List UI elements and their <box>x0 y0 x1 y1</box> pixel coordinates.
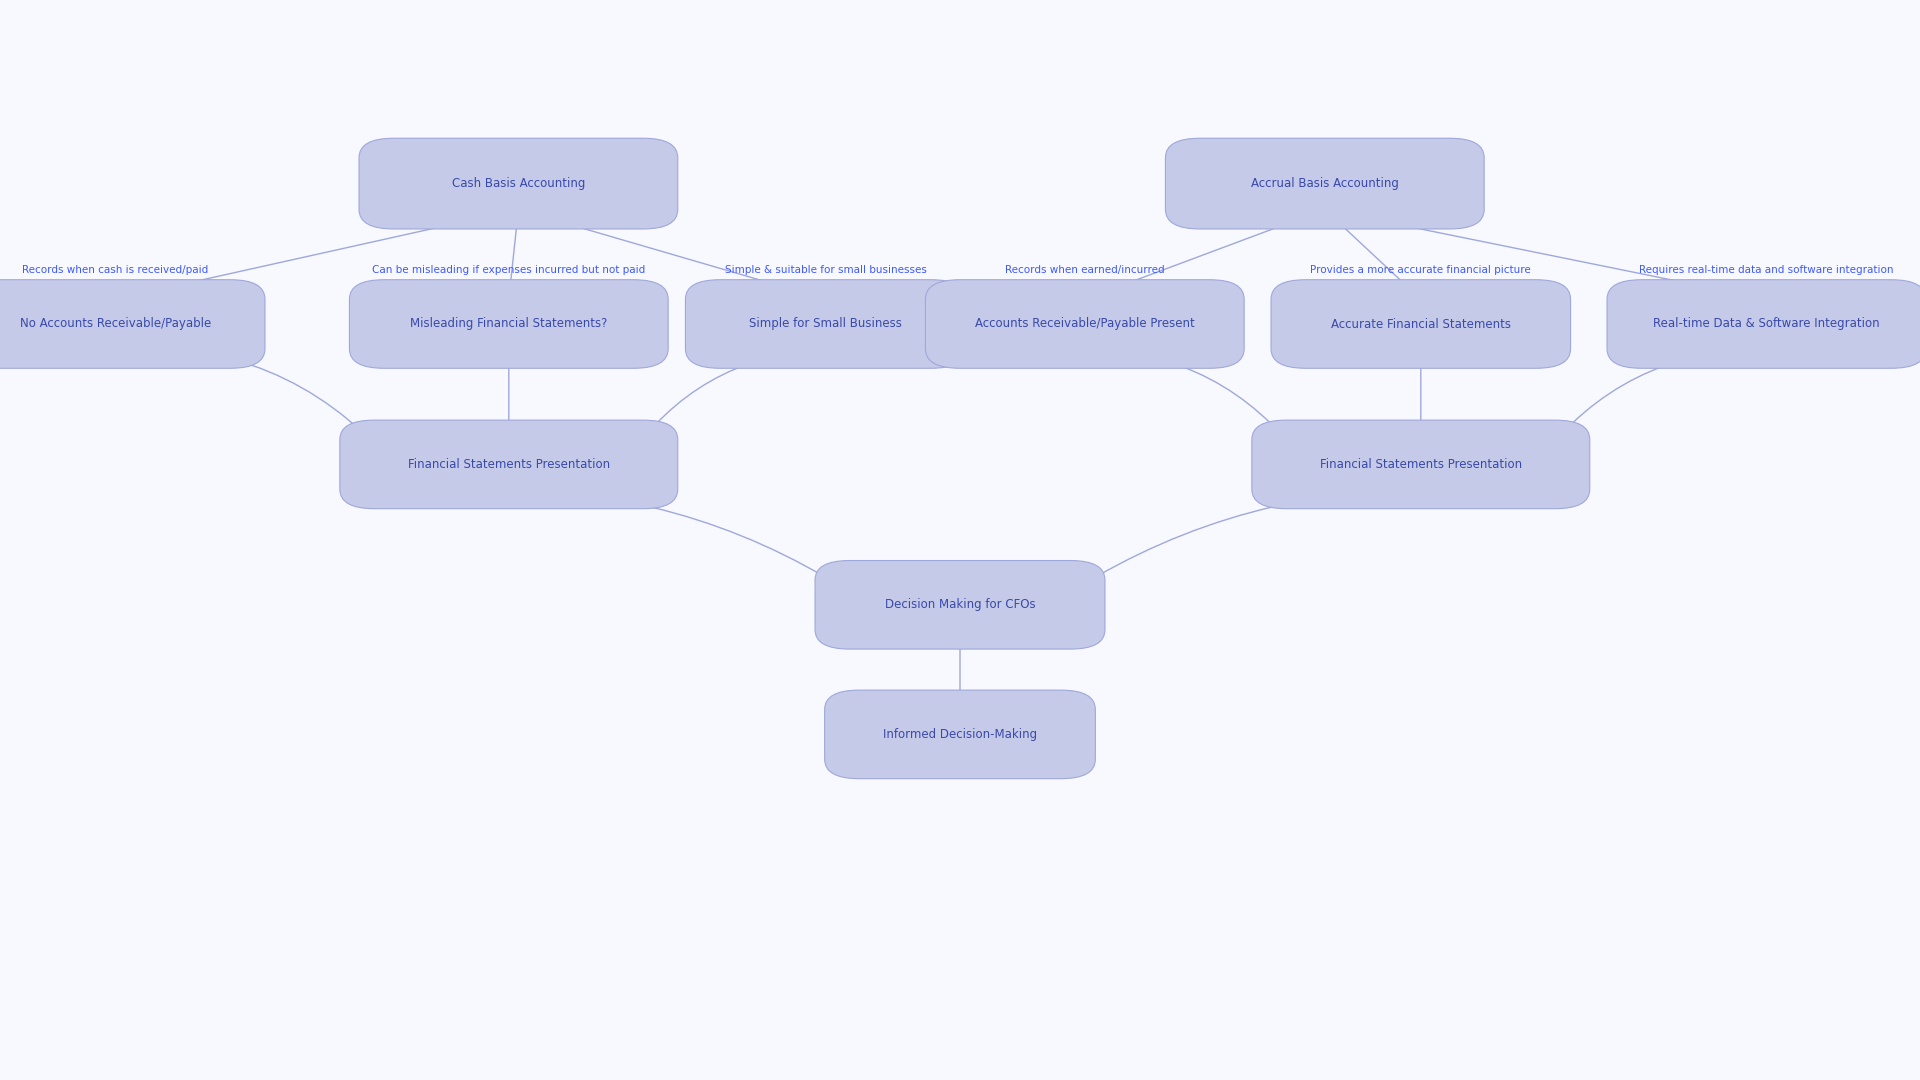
FancyBboxPatch shape <box>1165 138 1484 229</box>
Text: Misleading Financial Statements?: Misleading Financial Statements? <box>411 318 607 330</box>
Text: Records when earned/incurred: Records when earned/incurred <box>1004 266 1165 275</box>
Text: Records when cash is received/paid: Records when cash is received/paid <box>21 266 209 275</box>
Text: Simple for Small Business: Simple for Small Business <box>749 318 902 330</box>
FancyBboxPatch shape <box>1252 420 1590 509</box>
Text: Informed Decision-Making: Informed Decision-Making <box>883 728 1037 741</box>
Text: Accounts Receivable/Payable Present: Accounts Receivable/Payable Present <box>975 318 1194 330</box>
Text: Decision Making for CFOs: Decision Making for CFOs <box>885 598 1035 611</box>
FancyBboxPatch shape <box>340 420 678 509</box>
FancyBboxPatch shape <box>359 138 678 229</box>
FancyBboxPatch shape <box>349 280 668 368</box>
Text: No Accounts Receivable/Payable: No Accounts Receivable/Payable <box>19 318 211 330</box>
FancyBboxPatch shape <box>826 690 1094 779</box>
Text: Can be misleading if expenses incurred but not paid: Can be misleading if expenses incurred b… <box>372 266 645 275</box>
FancyBboxPatch shape <box>685 280 966 368</box>
Text: Simple & suitable for small businesses: Simple & suitable for small businesses <box>724 266 927 275</box>
FancyBboxPatch shape <box>0 280 265 368</box>
Text: Accrual Basis Accounting: Accrual Basis Accounting <box>1250 177 1400 190</box>
FancyBboxPatch shape <box>925 280 1244 368</box>
FancyBboxPatch shape <box>1607 280 1920 368</box>
FancyBboxPatch shape <box>814 561 1106 649</box>
Text: Financial Statements Presentation: Financial Statements Presentation <box>407 458 611 471</box>
Text: Cash Basis Accounting: Cash Basis Accounting <box>451 177 586 190</box>
Text: Provides a more accurate financial picture: Provides a more accurate financial pictu… <box>1311 266 1530 275</box>
Text: Requires real-time data and software integration: Requires real-time data and software int… <box>1640 266 1893 275</box>
Text: Accurate Financial Statements: Accurate Financial Statements <box>1331 318 1511 330</box>
Text: Real-time Data & Software Integration: Real-time Data & Software Integration <box>1653 318 1880 330</box>
Text: Financial Statements Presentation: Financial Statements Presentation <box>1319 458 1523 471</box>
FancyBboxPatch shape <box>1271 280 1571 368</box>
